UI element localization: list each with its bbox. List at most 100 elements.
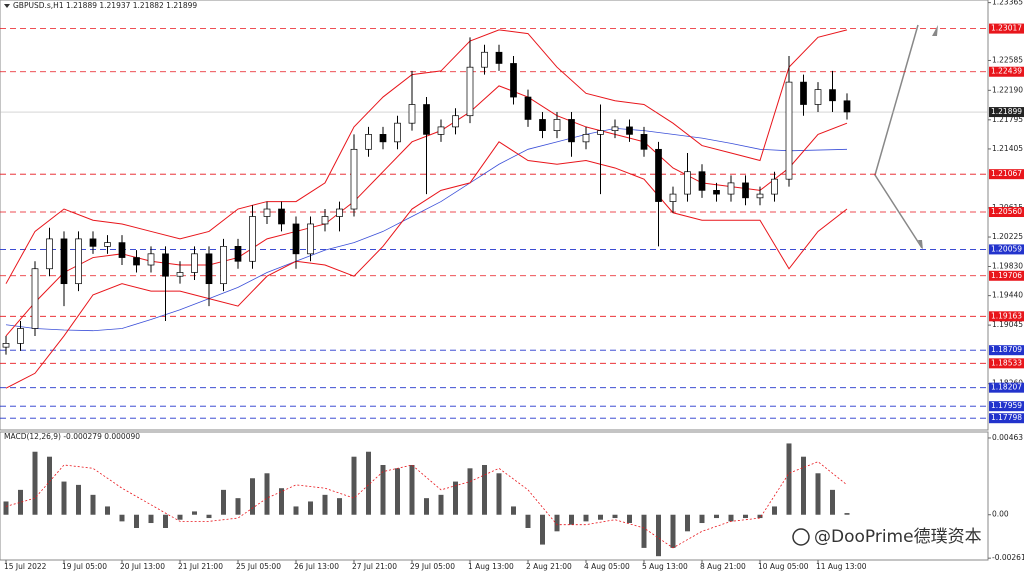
candle-body — [220, 246, 227, 285]
candle-body — [495, 51, 503, 64]
candle-body — [118, 242, 126, 258]
macd-bar — [598, 514, 603, 520]
y-tick-label: -0.002619 — [992, 553, 1024, 562]
macd-bar — [728, 514, 734, 522]
macd-bar — [540, 514, 545, 545]
arrow-head — [932, 25, 938, 36]
candle-body — [742, 182, 749, 199]
macd-bar — [293, 506, 299, 515]
macd-bar — [801, 456, 806, 515]
macd-bar — [612, 514, 618, 519]
candle-body — [684, 171, 691, 195]
macd-bar — [453, 481, 458, 515]
title-arrow — [4, 4, 10, 8]
x-tick-label: 4 Aug 05:00 — [584, 562, 630, 571]
x-tick-label: 29 Jul 05:00 — [410, 562, 455, 571]
candle-body — [263, 208, 271, 217]
y-tick-label: 1.23365 — [992, 0, 1023, 7]
candle-body — [307, 223, 314, 255]
macd-bar — [482, 464, 487, 515]
macd-bar — [830, 489, 835, 515]
indicator-line — [5, 127, 848, 332]
x-tick-label: 10 Aug 05:00 — [758, 562, 809, 571]
level-label: 1.23017 — [991, 24, 1022, 33]
level-label: 1.18207 — [991, 383, 1022, 392]
candle-body — [60, 238, 68, 285]
candle-body — [568, 119, 575, 143]
x-tick-label: 26 Jul 13:00 — [294, 562, 339, 571]
macd-bar — [757, 514, 763, 519]
watermark-icon — [792, 528, 810, 546]
candle-body — [698, 171, 706, 191]
candle-body — [539, 119, 546, 131]
candle-body — [191, 253, 198, 273]
y-tick-label: 1.22190 — [992, 85, 1023, 94]
candle-body — [611, 126, 619, 131]
candle-body — [162, 253, 169, 277]
candle-body — [379, 134, 387, 143]
macd-bar — [32, 451, 38, 515]
x-tick-label: 2 Aug 21:00 — [526, 562, 572, 571]
macd-bar — [699, 514, 705, 524]
level-label-box — [989, 244, 1024, 255]
y-tick-label: 1.21795 — [992, 115, 1023, 124]
macd-bar — [192, 511, 197, 515]
macd-bar — [844, 513, 850, 515]
macd-bar — [148, 514, 154, 524]
candle-body — [785, 81, 793, 180]
macd-bar — [221, 489, 226, 515]
candle-body — [582, 134, 590, 143]
macd-bar — [685, 514, 690, 532]
candle-body — [524, 96, 532, 120]
macd-bar — [177, 514, 183, 520]
macd-bar — [627, 514, 632, 524]
macd-bar — [47, 456, 52, 515]
candle-body — [408, 104, 416, 124]
y-tick-label: 1.19440 — [992, 291, 1023, 300]
candle-body — [713, 190, 720, 195]
candle-body — [147, 253, 155, 266]
level-label-box — [989, 270, 1024, 281]
level-label: 1.18533 — [991, 358, 1022, 367]
candle-body — [336, 208, 343, 217]
macd-bar — [380, 464, 386, 515]
macd-title: MACD(12,26,9) -0.000279 0.000090 — [4, 432, 140, 441]
macd-bar — [554, 514, 560, 532]
level-label-box — [989, 207, 1024, 218]
candle-body — [756, 193, 764, 199]
candle-body — [800, 81, 807, 105]
candle-body — [249, 216, 256, 262]
level-label-box — [989, 23, 1024, 34]
y-tick-label: 1.20225 — [992, 232, 1023, 241]
macd-bar — [366, 451, 371, 515]
macd-bar — [467, 468, 473, 515]
candle-body — [278, 208, 285, 225]
candle-body — [292, 223, 300, 255]
candle-body — [597, 130, 604, 135]
candle-body — [89, 238, 97, 247]
macd-bar — [743, 514, 748, 519]
macd-bar — [76, 484, 81, 515]
macd-bar — [308, 501, 313, 515]
x-tick-label: 1 Aug 13:00 — [468, 562, 514, 571]
macd-bar — [119, 514, 125, 522]
level-label-box — [989, 401, 1024, 412]
candle-body — [771, 178, 778, 195]
macd-bar — [569, 514, 574, 525]
level-label: 1.21067 — [991, 169, 1022, 178]
macd-frame — [0, 431, 989, 561]
level-label-box — [989, 345, 1024, 356]
macd-bar — [105, 506, 110, 515]
candle-body — [655, 148, 662, 202]
level-label-box — [989, 311, 1024, 322]
candle-body — [321, 216, 329, 225]
candle-body — [843, 100, 851, 113]
macd-bar — [772, 506, 777, 515]
candle-body — [640, 134, 648, 150]
candle-body — [626, 126, 633, 135]
macd-bar — [90, 494, 96, 515]
chart-title: GBPUSD.s,H1 1.21889 1.21937 1.21882 1.21… — [13, 1, 197, 10]
y-tick-label: 0.00 — [992, 510, 1009, 519]
level-label: 1.17798 — [991, 413, 1022, 422]
level-label: 1.19706 — [991, 271, 1022, 280]
